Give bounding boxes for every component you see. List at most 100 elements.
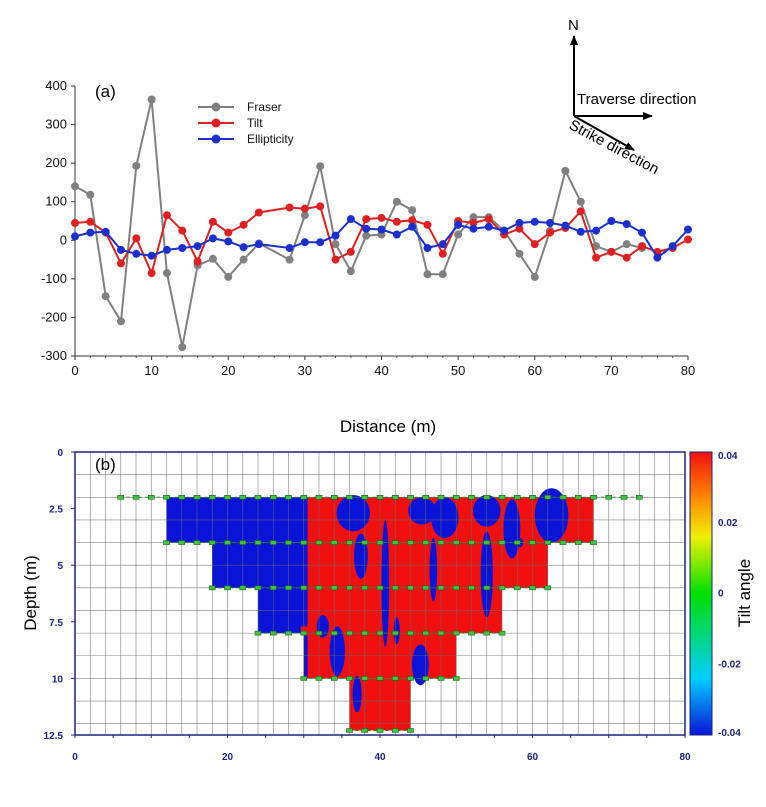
station-marker [376, 540, 384, 545]
data-point-fraser [454, 230, 463, 239]
data-point-ellipticity [638, 228, 647, 237]
data-point-tilt [622, 253, 631, 262]
station-marker [330, 630, 338, 636]
station-marker [285, 630, 292, 636]
data-point-fraser [285, 255, 294, 264]
data-point-fraser [300, 211, 309, 220]
x-tick-label: 60 [527, 752, 539, 763]
data-point-ellipticity [500, 226, 509, 235]
station-marker [269, 494, 277, 500]
x-tick-label: 80 [681, 363, 695, 378]
station-marker [422, 540, 430, 545]
station-marker [407, 585, 414, 591]
station-marker [559, 540, 567, 545]
data-point-ellipticity [362, 224, 371, 233]
negative-tilt-anomaly [408, 497, 436, 525]
data-point-fraser [346, 267, 355, 276]
x-tick-label: 80 [679, 752, 691, 763]
y-tick-label: -200 [41, 309, 67, 324]
y-axis-label: Depth (m) [21, 555, 40, 631]
station-marker [391, 494, 399, 500]
panel-label-b: (b) [95, 455, 116, 474]
station-marker [498, 630, 506, 636]
data-point-tilt [162, 211, 171, 220]
legend-label: Fraser [247, 100, 282, 114]
station-marker [590, 494, 597, 500]
station-marker [422, 585, 430, 591]
data-point-ellipticity [224, 237, 233, 246]
station-marker [315, 676, 323, 681]
station-marker [346, 676, 353, 681]
data-point-ellipticity [684, 225, 692, 234]
station-marker [285, 494, 292, 500]
data-point-tilt [71, 218, 79, 227]
data-point-ellipticity [454, 220, 463, 229]
station-marker [391, 728, 399, 733]
station-marker [163, 540, 170, 545]
station-marker [498, 585, 506, 591]
data-point-tilt [592, 253, 601, 262]
colorbar-tick-label: 0 [718, 589, 724, 600]
y-tick-label: -100 [41, 271, 67, 286]
station-marker [635, 494, 643, 500]
north-label: N [568, 17, 579, 34]
station-marker [361, 540, 369, 545]
data-point-ellipticity [178, 244, 187, 252]
data-point-tilt [392, 217, 401, 226]
data-point-ellipticity [132, 249, 141, 258]
station-marker [193, 494, 201, 500]
station-marker [346, 630, 353, 636]
x-tick-label: 20 [221, 363, 235, 378]
data-point-tilt [346, 247, 355, 256]
station-marker [407, 540, 414, 545]
data-point-ellipticity [193, 242, 202, 251]
station-marker [483, 630, 491, 636]
data-point-tilt [423, 220, 432, 229]
station-marker [239, 585, 247, 591]
colorbar-label: Tilt angle [735, 559, 754, 627]
data-point-tilt [208, 217, 217, 226]
data-point-fraser [116, 317, 125, 326]
negative-tilt-anomaly [503, 499, 521, 559]
station-marker [163, 494, 170, 500]
data-point-tilt [607, 247, 616, 256]
x-tick-label: 70 [604, 363, 618, 378]
data-point-tilt [86, 217, 95, 226]
legend: Fraser Tilt Ellipticity [198, 100, 294, 146]
data-point-tilt [408, 216, 417, 225]
station-marker [346, 494, 353, 500]
legend-label: Ellipticity [247, 132, 294, 146]
data-point-tilt [638, 242, 647, 251]
colorbar: 0.04 0.02 0 -0.02 -0.04 Tilt angle [689, 451, 754, 739]
data-point-fraser [515, 249, 524, 258]
strike-label: Strike direction [566, 117, 662, 179]
station-marker [376, 630, 384, 636]
data-point-tilt [515, 224, 524, 233]
station-marker [330, 494, 338, 500]
series-line-ellipticity [74, 217, 689, 260]
data-point-tilt [684, 235, 692, 244]
station-marker [422, 494, 430, 500]
station-marker [239, 540, 247, 545]
data-point-ellipticity [653, 253, 662, 262]
y-tick-label: 7.5 [49, 618, 63, 629]
x-tick-label: 40 [374, 752, 386, 763]
y-tick-label: 10 [52, 674, 64, 685]
data-point-fraser [423, 270, 432, 279]
station-marker [285, 540, 292, 545]
negative-tilt-anomaly [429, 538, 438, 602]
data-point-fraser [147, 95, 156, 104]
y-tick-labels: 400 300 200 100 0 -100 -200 -300 [41, 78, 75, 363]
station-marker [529, 494, 536, 500]
data-point-fraser [101, 292, 110, 301]
data-point-tilt [316, 202, 325, 211]
data-point-ellipticity [71, 232, 79, 241]
station-marker [300, 540, 308, 545]
data-point-fraser [576, 197, 585, 206]
station-marker [147, 494, 155, 500]
station-marker [468, 540, 475, 545]
station-marker [269, 630, 277, 636]
station-marker [498, 540, 506, 545]
station-marker [330, 540, 338, 545]
